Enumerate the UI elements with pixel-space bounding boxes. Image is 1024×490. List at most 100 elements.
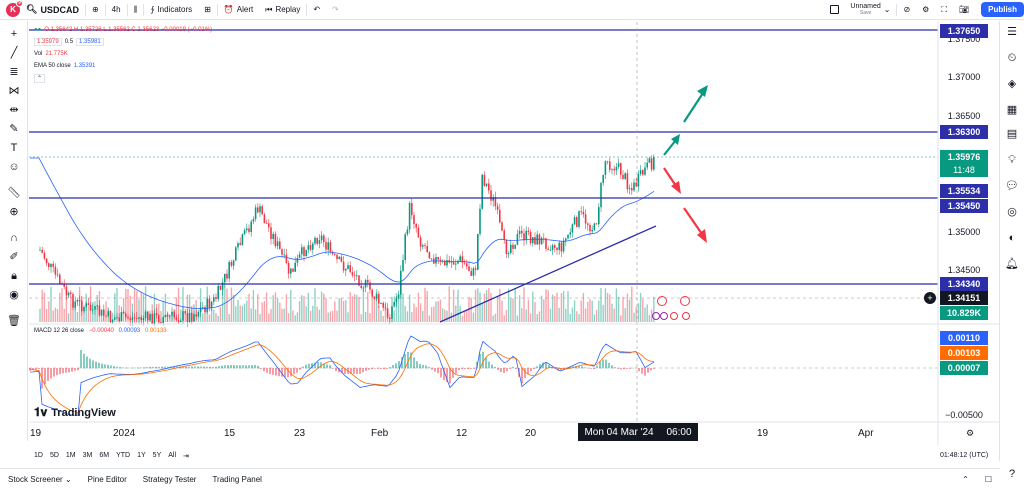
ruler-icon[interactable]: 📏︎ <box>7 187 21 199</box>
volume-bar <box>109 315 112 322</box>
trend-line-icon[interactable]: ╱ <box>10 47 18 59</box>
range-all[interactable]: All <box>168 452 177 459</box>
red-arrow-down-large[interactable] <box>683 207 707 243</box>
chat-icon[interactable]: 💬︎ <box>1005 180 1019 192</box>
macd-histogram-bar <box>314 362 316 369</box>
candle <box>153 313 156 325</box>
macd-legend[interactable]: MACD 12 26 close −0.00040 0.00093 0.0013… <box>34 328 170 334</box>
redo-button[interactable]: ↷ <box>326 0 345 20</box>
lock-icon[interactable]: 🔒︎ <box>11 270 17 282</box>
quick-search-button[interactable]: ⊘ <box>897 0 916 20</box>
collapse-panel-button[interactable]: ⌃ <box>954 475 977 484</box>
sell-price[interactable]: 1.35979 <box>34 38 62 46</box>
utc-clock[interactable]: 01:48:12 (UTC) <box>940 452 989 459</box>
tab-pine-editor[interactable]: Pine Editor <box>87 475 127 484</box>
macd-histogram-bar <box>71 368 73 372</box>
price-label-level[interactable]: 1.36300 <box>940 125 988 139</box>
emoji-icon[interactable]: ☺ <box>8 161 20 173</box>
undo-button[interactable]: ↶ <box>307 0 326 20</box>
green-arrow-up-large[interactable] <box>683 85 708 123</box>
ema-row[interactable]: EMA 50 close 1.35391 <box>34 60 212 72</box>
tab-trading-panel[interactable]: Trading Panel <box>212 475 262 484</box>
user-avatar[interactable]: K 9 <box>6 0 23 17</box>
text-icon[interactable]: T <box>10 142 18 154</box>
volume-bar <box>96 295 98 322</box>
bell-icon[interactable]: 🔔︎ <box>1005 258 1019 270</box>
add-alert-button[interactable]: + <box>924 292 936 304</box>
alert-button[interactable]: ⏰ Alert <box>218 0 259 20</box>
volume-bar <box>505 309 508 322</box>
watchlist-icon[interactable]: ☰ <box>1007 26 1017 38</box>
calendar-icon[interactable]: ▦ <box>1006 104 1018 116</box>
range-3m[interactable]: 3M <box>82 452 93 459</box>
help-icon[interactable]: ? <box>1008 468 1016 480</box>
range-1m[interactable]: 1M <box>65 452 76 459</box>
candle <box>221 282 224 290</box>
pattern-icon[interactable]: ⋈ <box>8 85 20 97</box>
volume-bar <box>320 291 323 322</box>
templates-button[interactable]: ⊞ <box>198 0 217 20</box>
broadcast-icon[interactable]: ◎ <box>1007 206 1017 218</box>
macd-histogram-bar <box>41 368 43 389</box>
fullscreen-button[interactable]: ⛶ <box>935 0 953 20</box>
crosshair-icon[interactable]: + <box>10 28 18 40</box>
green-arrow-up-small[interactable] <box>663 134 680 156</box>
trash-icon[interactable]: 🗑︎ <box>7 315 21 327</box>
event-icons[interactable] <box>652 296 690 320</box>
replay-button[interactable]: ⏮ Replay <box>259 0 306 20</box>
zoom-in-icon[interactable]: ⊕ <box>9 206 19 218</box>
interval-button[interactable]: 4h <box>111 5 121 14</box>
widget-bar: ☰ ⏲ ◈ ▦ ▤ 💡︎ 💬︎ ◎ ◐ 🔔︎ ? <box>999 21 1024 480</box>
alerts-clock-icon[interactable]: ⏲ <box>1007 52 1017 64</box>
volume-bar <box>48 301 50 322</box>
price-label-level[interactable]: 1.34340 <box>940 277 988 291</box>
price-label-level[interactable]: 1.35450 <box>940 199 988 213</box>
candle <box>452 261 455 265</box>
volume-row[interactable]: Vol 21.775K <box>34 48 212 60</box>
candle <box>600 182 602 208</box>
candle <box>312 243 314 250</box>
rising-trendline[interactable] <box>439 225 657 323</box>
range-ytd[interactable]: YTD <box>116 452 131 459</box>
candle <box>494 197 497 207</box>
axis-settings-button[interactable]: ⚙ <box>966 428 974 439</box>
red-arrow-down-small[interactable] <box>663 167 681 194</box>
collapse-legend-button[interactable]: ⌃ <box>34 72 212 84</box>
news-icon[interactable]: ▤ <box>1006 128 1018 140</box>
layers-icon[interactable]: ◈ <box>1007 78 1017 90</box>
price-label-level[interactable]: 1.35534 <box>940 184 988 198</box>
range-5d[interactable]: 5D <box>49 452 59 459</box>
range-5y[interactable]: 5Y <box>152 452 162 459</box>
macd-axis-label: 0.00110 <box>940 331 988 345</box>
tradingview-logo[interactable]: 𝟏𝐯 TradingView <box>34 405 116 420</box>
price-label-level[interactable]: 1.37650 <box>940 24 988 38</box>
tab-strategy-tester[interactable]: Strategy Tester <box>142 475 197 484</box>
bulb-icon[interactable]: 💡︎ <box>1008 154 1016 166</box>
brush-icon[interactable]: ✎ <box>9 123 19 135</box>
compare-button[interactable]: ⊕ <box>86 0 105 20</box>
snapshot-button[interactable]: 📷︎ <box>953 0 975 20</box>
tab-stock-screener[interactable]: Stock Screener ⌄ <box>0 475 80 484</box>
indicators-button[interactable]: ∱ Indicators <box>144 0 198 20</box>
settings-button[interactable]: ⚙ <box>916 0 935 20</box>
lock-drawing-icon[interactable]: ✐ <box>9 251 19 263</box>
fib-icon[interactable]: ≣ <box>9 66 19 78</box>
candle <box>237 243 239 248</box>
measure-icon[interactable]: ⇹ <box>9 104 19 116</box>
symbol-search[interactable]: 🔍︎ USDCAD <box>20 0 85 20</box>
layout-select[interactable]: Unnamed Save ⌄ <box>824 0 896 20</box>
date-range-icon[interactable]: ⇥ <box>183 453 189 460</box>
range-1y[interactable]: 1Y <box>137 452 146 459</box>
range-1d[interactable]: 1D <box>34 452 43 459</box>
signal-icon[interactable]: ◐ <box>1008 232 1016 244</box>
publish-button[interactable]: Publish <box>981 2 1024 17</box>
chart-type-button[interactable]: ⫼ <box>128 0 144 20</box>
eye-icon[interactable]: ◉ <box>9 289 19 301</box>
buy-price[interactable]: 1.35981 <box>76 38 104 46</box>
volume-bar <box>334 301 336 322</box>
magnet-icon[interactable]: ∩ <box>10 232 18 244</box>
maximize-panel-button[interactable]: ☐ <box>977 475 1000 484</box>
volume-bar <box>67 313 70 322</box>
candle <box>457 260 459 264</box>
range-6m[interactable]: 6M <box>99 452 110 459</box>
